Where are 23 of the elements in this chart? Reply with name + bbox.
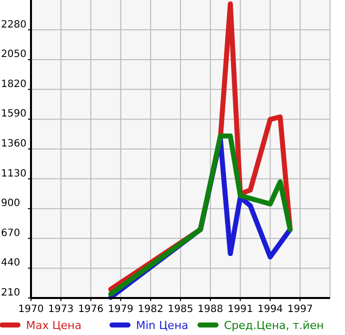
legend-label: Сред.Цена, т.йен bbox=[224, 319, 324, 332]
y-tick-label: 1590 bbox=[1, 108, 26, 120]
x-tick-label: 1988 bbox=[198, 304, 224, 315]
legend-label: Max Цена bbox=[26, 319, 82, 332]
y-tick-label: 2050 bbox=[1, 49, 26, 60]
y-tick-label: 900 bbox=[1, 198, 20, 210]
x-tick-label: 1997 bbox=[287, 304, 313, 315]
y-tick-label: 670 bbox=[1, 228, 20, 239]
y-tick-label: 1360 bbox=[1, 138, 26, 150]
x-tick-label: 1979 bbox=[108, 304, 134, 315]
x-tick-label: 1970 bbox=[18, 304, 44, 315]
y-tick-label: 210 bbox=[1, 288, 20, 298]
x-tick-label: 1982 bbox=[138, 304, 164, 315]
x-tick-label: 1985 bbox=[168, 304, 194, 315]
x-tick-label: 1976 bbox=[78, 304, 104, 315]
x-tick-label: 1991 bbox=[228, 304, 254, 315]
y-tick-label: 2280 bbox=[1, 19, 26, 30]
y-tick-label: 1130 bbox=[1, 168, 26, 180]
x-tick-label: 1973 bbox=[48, 304, 74, 315]
legend-label: Min Цена bbox=[136, 319, 188, 332]
y-tick-label: 440 bbox=[1, 258, 20, 269]
y-tick-label: 1820 bbox=[1, 78, 26, 90]
x-tick-label: 1994 bbox=[257, 304, 283, 315]
